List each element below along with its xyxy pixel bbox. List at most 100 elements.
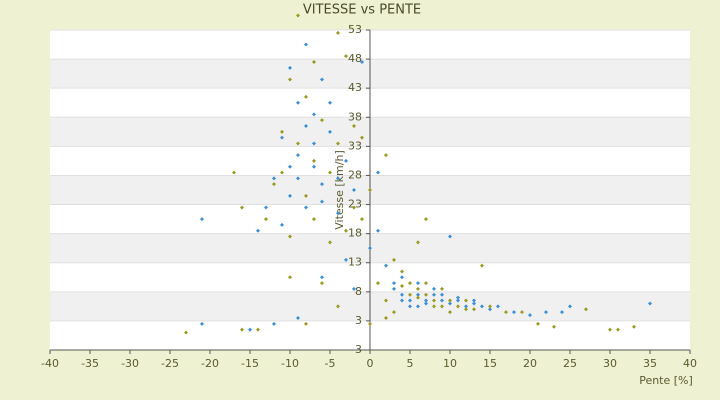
point <box>408 281 412 286</box>
point <box>360 60 364 64</box>
point <box>288 77 292 82</box>
point <box>456 295 460 300</box>
point <box>432 298 436 303</box>
x-tick-label: 25 <box>563 357 577 370</box>
y-tick-label: 33 <box>348 139 362 152</box>
point <box>376 228 380 233</box>
point <box>320 281 324 286</box>
x-tick-label: -5 <box>325 357 336 370</box>
point <box>472 298 476 303</box>
point <box>440 304 444 309</box>
point <box>360 217 364 222</box>
x-tick-label: 0 <box>367 357 374 370</box>
point <box>200 321 204 326</box>
point <box>200 217 204 222</box>
x-tick-label: -40 <box>41 357 59 370</box>
point <box>472 307 476 312</box>
point <box>416 292 420 297</box>
point <box>320 275 324 280</box>
point <box>296 176 300 181</box>
point <box>392 286 396 291</box>
point <box>648 301 652 306</box>
point <box>512 310 516 315</box>
point <box>360 135 364 140</box>
point <box>432 292 436 297</box>
x-tick-label: 10 <box>443 357 457 370</box>
point <box>416 281 420 286</box>
point <box>560 310 564 315</box>
point <box>344 228 348 233</box>
point <box>328 100 332 105</box>
point <box>328 240 332 245</box>
point <box>296 316 300 320</box>
point <box>432 286 436 291</box>
point <box>464 304 468 309</box>
point <box>480 263 484 268</box>
point <box>400 269 404 274</box>
point <box>504 310 508 315</box>
y-axis-label: Vitesse [km/h] <box>333 150 346 230</box>
point <box>424 298 428 303</box>
point <box>296 153 300 158</box>
point <box>344 257 348 262</box>
y-tick-label: 43 <box>348 81 362 94</box>
y-tick-label: 28 <box>348 168 362 181</box>
point <box>632 324 636 329</box>
y-tick-label: 18 <box>348 227 362 240</box>
x-tick-label: 5 <box>407 357 414 370</box>
point <box>448 310 452 315</box>
point <box>400 275 404 280</box>
point <box>304 42 308 47</box>
point <box>368 321 372 326</box>
point <box>376 281 380 286</box>
point <box>296 141 300 146</box>
point <box>320 77 324 82</box>
point <box>496 304 500 309</box>
point <box>408 298 412 303</box>
point <box>320 118 324 123</box>
x-tick-label: -25 <box>161 357 179 370</box>
point <box>456 304 460 309</box>
point <box>568 304 572 309</box>
point <box>456 298 460 303</box>
y-tick-label: 53 <box>348 23 362 36</box>
point <box>288 65 292 70</box>
x-tick-label: -15 <box>241 357 259 370</box>
point <box>424 292 428 297</box>
x-tick-label: 20 <box>523 357 537 370</box>
point <box>424 281 428 286</box>
point <box>384 263 388 268</box>
point <box>376 170 380 175</box>
point <box>288 193 292 198</box>
point <box>536 321 540 326</box>
x-tick-label: 30 <box>603 357 617 370</box>
point <box>312 112 316 117</box>
point <box>400 292 404 297</box>
point <box>280 222 284 227</box>
point <box>296 13 300 18</box>
point <box>392 281 396 286</box>
point <box>184 330 188 335</box>
point <box>608 327 612 332</box>
point <box>344 158 348 163</box>
point <box>384 298 388 303</box>
point <box>288 164 292 169</box>
point <box>336 30 340 35</box>
point <box>304 124 308 128</box>
x-tick-label: -30 <box>121 357 139 370</box>
point <box>248 327 252 332</box>
y-tick-label: 48 <box>348 52 362 65</box>
chart-title: VITESSE vs PENTE <box>303 3 421 18</box>
point <box>304 193 308 198</box>
point <box>304 94 308 99</box>
point <box>424 301 428 306</box>
point <box>336 211 340 216</box>
point <box>312 164 316 169</box>
point <box>264 205 268 210</box>
x-axis-label: Pente [%] <box>639 374 693 387</box>
point <box>240 205 244 210</box>
point <box>288 275 292 280</box>
point <box>264 217 268 222</box>
point <box>416 286 420 291</box>
